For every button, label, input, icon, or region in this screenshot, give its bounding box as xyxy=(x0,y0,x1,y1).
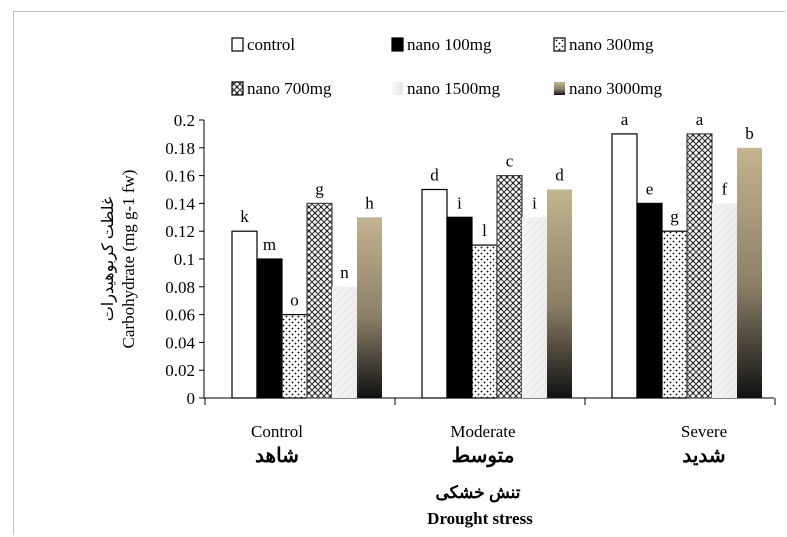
legend-swatch xyxy=(554,82,565,95)
significance-letter: g xyxy=(315,179,324,198)
y-tick-label: 0.16 xyxy=(165,167,195,186)
y-tick-label: 0.06 xyxy=(165,306,195,325)
significance-letter: b xyxy=(745,124,754,143)
legend-swatch xyxy=(391,37,404,52)
bar-nano-700mg-control xyxy=(306,202,333,399)
significance-letter: a xyxy=(621,110,629,129)
bar-texture xyxy=(522,217,547,398)
category-label: Severe xyxy=(681,422,727,441)
y-tick-label: 0.02 xyxy=(165,361,195,380)
bar-control-moderate xyxy=(421,188,448,399)
bar-nano-3000mg-severe xyxy=(737,147,762,398)
bars: k d a m i e o l g g c a n i f h d b xyxy=(231,110,762,399)
category-label: Moderate xyxy=(450,422,515,441)
y-tick-label: 0.2 xyxy=(174,111,195,130)
y-tick-label: 0.04 xyxy=(165,333,195,352)
y-axis-label-fa: غلظت کربوهیدرات xyxy=(100,197,117,322)
bar-nano-700mg-moderate xyxy=(496,175,523,399)
x-axis-label: Drought stress xyxy=(427,509,533,528)
significance-letter: e xyxy=(646,179,654,198)
significance-letter: h xyxy=(365,193,374,212)
legend-item: nano 1500mg xyxy=(392,79,501,98)
x-axis: Control شاهد Moderate متوسط Severe شدید xyxy=(204,397,776,468)
chart-frame xyxy=(13,11,785,535)
bar-nano-3000mg-control xyxy=(357,217,382,398)
legend-label: nano 3000mg xyxy=(569,79,663,98)
significance-letter: f xyxy=(722,179,728,198)
y-tick-label: 0.14 xyxy=(165,194,195,213)
legend-item: control xyxy=(231,35,295,54)
bar-nano-100mg-moderate xyxy=(446,216,473,399)
y-tick-label: 0.1 xyxy=(174,250,195,269)
legend-item: nano 100mg xyxy=(391,35,492,54)
bar-texture xyxy=(332,286,357,398)
legend-item: nano 300mg xyxy=(553,35,654,54)
x-axis-label-fa: تنش خشکی xyxy=(435,483,520,503)
significance-letter: k xyxy=(240,207,249,226)
legend-swatch xyxy=(231,81,244,96)
y-tick-label: 0.18 xyxy=(165,139,195,158)
y-axis: 0 0.02 0.04 0.06 0.08 0.1 0.12 0.14 0.16 0.18 0.2 xyxy=(165,111,205,408)
significance-letter: l xyxy=(482,221,487,240)
y-tick-label: 0.12 xyxy=(165,222,195,241)
bar-nano-100mg-control xyxy=(256,258,283,399)
legend-label: nano 100mg xyxy=(407,35,492,54)
significance-letter: g xyxy=(670,207,679,226)
significance-letter: a xyxy=(696,110,704,129)
category-label-fa: شدید xyxy=(682,445,725,467)
category-label-fa: شاهد xyxy=(255,445,299,467)
significance-letter: c xyxy=(506,152,514,171)
legend-label: control xyxy=(247,35,295,54)
significance-letter: m xyxy=(263,235,276,254)
y-tick-label: 0.08 xyxy=(165,278,195,297)
bar-nano-100mg-severe xyxy=(636,202,663,399)
significance-letter: o xyxy=(290,291,299,310)
legend-swatch xyxy=(231,37,244,52)
bar-control-control xyxy=(231,230,258,399)
legend-swatch xyxy=(553,37,566,52)
significance-letter: d xyxy=(555,166,564,185)
y-tick-label: 0 xyxy=(187,389,196,408)
bar-nano-300mg-moderate xyxy=(471,244,498,399)
legend-label: nano 1500mg xyxy=(407,79,501,98)
category-label: Control xyxy=(251,422,303,441)
significance-letter: i xyxy=(532,193,537,212)
legend-swatch xyxy=(392,82,403,95)
legend-item: nano 3000mg xyxy=(554,79,663,98)
legend-label: nano 700mg xyxy=(247,79,332,98)
legend-item: nano 700mg xyxy=(231,79,332,98)
bar-control-severe xyxy=(611,133,638,399)
y-axis-label: Carbohydrate (mg g-1 fw) xyxy=(119,170,138,349)
bar-nano-700mg-severe xyxy=(686,133,713,399)
bar-texture xyxy=(712,203,737,398)
bar-nano-300mg-control xyxy=(281,314,308,399)
bar-nano-3000mg-moderate xyxy=(547,189,572,398)
significance-letter: i xyxy=(457,193,462,212)
significance-letter: d xyxy=(430,166,439,185)
bar-nano-300mg-severe xyxy=(661,230,688,399)
legend-label: nano 300mg xyxy=(569,35,654,54)
legend: control nano 100mg nano 300mg nano 700mg nan… xyxy=(231,35,663,98)
category-label-fa: متوسط xyxy=(452,445,515,468)
significance-letter: n xyxy=(340,263,349,282)
